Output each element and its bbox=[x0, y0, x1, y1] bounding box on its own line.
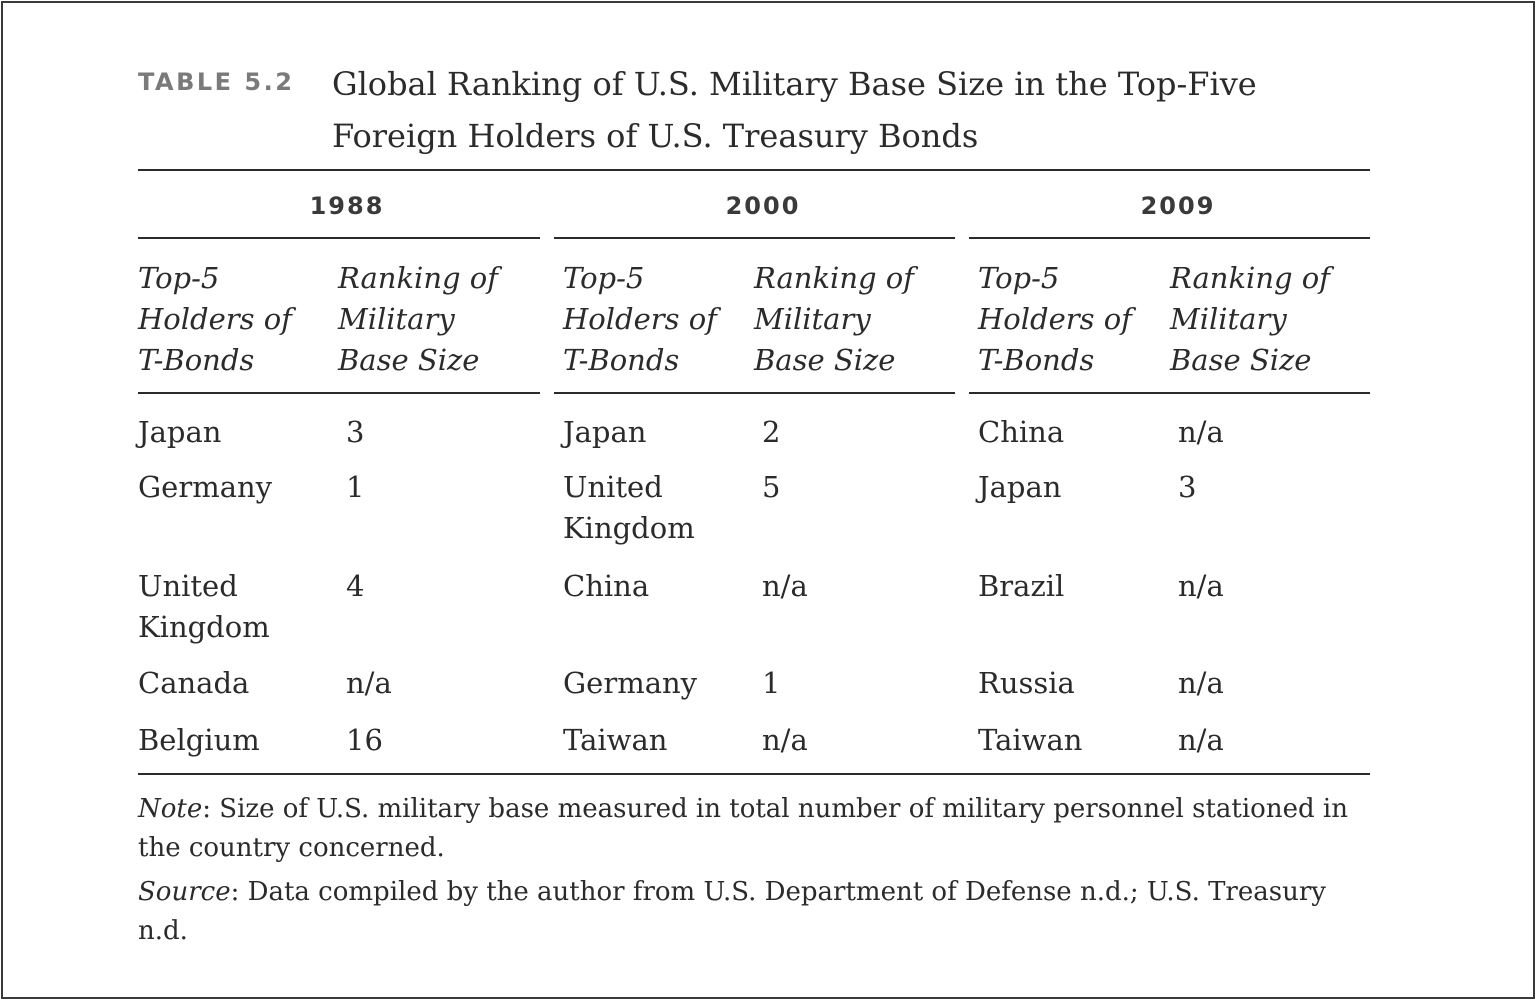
table-cell-country: Japan bbox=[563, 415, 647, 449]
table-cell-country: Brazil bbox=[978, 569, 1065, 603]
table-cell-country: China bbox=[563, 569, 650, 603]
source-label: Source bbox=[138, 877, 231, 907]
note-text: : Size of U.S. military base measured in… bbox=[138, 794, 1348, 863]
table-cell-country: United bbox=[138, 569, 238, 603]
table-cell-country: United bbox=[563, 470, 663, 504]
bottom-rule bbox=[138, 773, 1370, 775]
table-cell-country: Japan bbox=[138, 415, 222, 449]
table-title-line-2: Foreign Holders of U.S. Treasury Bonds bbox=[332, 117, 979, 155]
table-cell-country: Germany bbox=[563, 666, 698, 700]
header-rule-2000 bbox=[554, 392, 955, 394]
table-note: Note: Size of U.S. military base measure… bbox=[138, 790, 1378, 868]
table-source: Source: Data compiled by the author from… bbox=[138, 873, 1378, 951]
table-cell-country: Germany bbox=[138, 470, 273, 504]
table-cell-country: Japan bbox=[978, 470, 1062, 504]
year-rule-2000 bbox=[554, 237, 955, 239]
table-cell-country: China bbox=[978, 415, 1065, 449]
table-cell-rank: 5 bbox=[762, 470, 781, 504]
source-text: : Data compiled by the author from U.S. … bbox=[138, 877, 1326, 946]
note-label: Note bbox=[138, 794, 203, 824]
table-cell-country: Belgium bbox=[138, 723, 260, 757]
header-rule-2009 bbox=[969, 392, 1370, 394]
table-cell-country: Kingdom bbox=[563, 511, 695, 545]
table-cell-rank: 2 bbox=[762, 415, 781, 449]
table-cell-country: Taiwan bbox=[563, 723, 668, 757]
table-cell-country: Russia bbox=[978, 666, 1075, 700]
table-cell-country: Kingdom bbox=[138, 610, 270, 644]
table-label: TABLE 5.2 bbox=[138, 68, 295, 96]
table-cell-rank: 3 bbox=[1178, 470, 1197, 504]
table-cell-rank: 1 bbox=[346, 470, 365, 504]
col-header-ranking-1988: Ranking of Military Base Size bbox=[338, 261, 498, 377]
table-cell-rank: n/a bbox=[346, 666, 392, 700]
col-header-ranking-2009: Ranking of Military Base Size bbox=[1170, 261, 1330, 377]
table-cell-rank: 16 bbox=[346, 723, 383, 757]
table-cell-rank: n/a bbox=[1178, 415, 1224, 449]
table-cell-rank: n/a bbox=[1178, 666, 1224, 700]
col-header-ranking-2000: Ranking of Military Base Size bbox=[754, 261, 914, 377]
col-header-holders-2009: Top-5 Holders of T-Bonds bbox=[978, 261, 1132, 377]
top-rule bbox=[138, 169, 1370, 171]
table-title-line-1: Global Ranking of U.S. Military Base Siz… bbox=[332, 65, 1257, 103]
col-header-holders-2000: Top-5 Holders of T-Bonds bbox=[563, 261, 717, 377]
table-title: Global Ranking of U.S. Military Base Siz… bbox=[332, 58, 1332, 162]
year-rule-2009 bbox=[969, 237, 1370, 239]
col-header-holders-1988: Top-5 Holders of T-Bonds bbox=[138, 261, 292, 377]
year-header-1988: 1988 bbox=[309, 192, 385, 220]
table-cell-country: Canada bbox=[138, 666, 250, 700]
header-rule-1988 bbox=[138, 392, 540, 394]
table-cell-rank: n/a bbox=[1178, 569, 1224, 603]
table-cell-rank: 1 bbox=[762, 666, 781, 700]
table-cell-rank: n/a bbox=[762, 723, 808, 757]
year-rule-1988 bbox=[138, 237, 540, 239]
table-cell-rank: 3 bbox=[346, 415, 365, 449]
year-header-2000: 2000 bbox=[725, 192, 801, 220]
table-cell-country: Taiwan bbox=[978, 723, 1083, 757]
table-cell-rank: n/a bbox=[1178, 723, 1224, 757]
year-header-2009: 2009 bbox=[1140, 192, 1216, 220]
table-cell-rank: 4 bbox=[346, 569, 365, 603]
table-cell-rank: n/a bbox=[762, 569, 808, 603]
